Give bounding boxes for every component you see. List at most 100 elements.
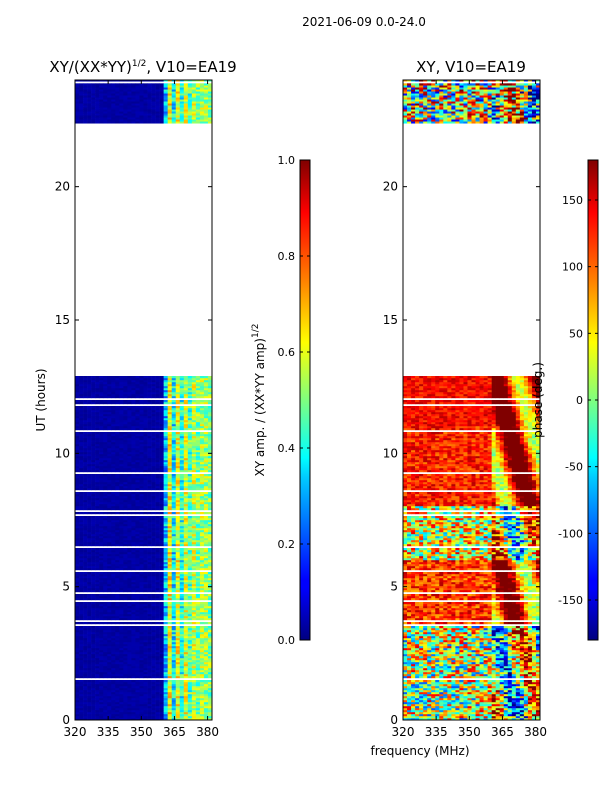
- heatmap-cell: [75, 416, 80, 419]
- heatmap-cell: [199, 636, 205, 639]
- heatmap-cell: [123, 496, 128, 499]
- heatmap-cell: [187, 526, 193, 529]
- heatmap-cell: [99, 506, 104, 509]
- heatmap-cell: [123, 640, 128, 643]
- heatmap-cell: [199, 690, 205, 693]
- heatmap-cell: [199, 566, 205, 569]
- heatmap-cell: [179, 582, 185, 585]
- heatmap-cell: [139, 682, 144, 685]
- heatmap-cell: [199, 682, 205, 685]
- heatmap-cell: [123, 516, 128, 519]
- heatmap-cell: [139, 660, 144, 663]
- heatmap-cell: [91, 512, 96, 515]
- heatmap-cell: [183, 400, 189, 403]
- heatmap-cell: [139, 466, 144, 469]
- heatmap-cell: [167, 522, 173, 525]
- heatmap-cell: [191, 644, 197, 647]
- heatmap-cell: [87, 438, 92, 441]
- heatmap-cell: [195, 602, 201, 605]
- heatmap-cell: [135, 562, 140, 565]
- heatmap-cell: [75, 504, 80, 507]
- heatmap-cell: [163, 542, 168, 545]
- heatmap-cell: [191, 614, 197, 617]
- heatmap-cell: [115, 540, 120, 543]
- heatmap-cell: [151, 550, 156, 553]
- heatmap-cell: [191, 406, 197, 409]
- heatmap-cell: [163, 686, 168, 689]
- heatmap-cell: [175, 588, 181, 591]
- heatmap-cell: [99, 716, 104, 719]
- heatmap-cell: [155, 558, 160, 561]
- heatmap-cell: [199, 468, 205, 471]
- heatmap-cell: [175, 536, 181, 539]
- heatmap-cell: [195, 476, 201, 479]
- heatmap-cell: [83, 630, 88, 633]
- heatmap-cell: [103, 470, 108, 473]
- heatmap-cell: [171, 696, 177, 699]
- heatmap-cell: [187, 454, 193, 457]
- heatmap-cell: [191, 648, 197, 651]
- heatmap-cell: [203, 612, 209, 615]
- heatmap-cell: [167, 712, 173, 715]
- heatmap-cell: [171, 512, 177, 515]
- heatmap-cell: [155, 434, 160, 437]
- heatmap-cell: [75, 660, 80, 663]
- heatmap-cell: [127, 506, 132, 509]
- heatmap-cell: [111, 658, 116, 661]
- heatmap-cell: [203, 578, 209, 581]
- heatmap-cell: [199, 422, 205, 425]
- heatmap-cell: [155, 432, 160, 435]
- heatmap-cell: [167, 612, 173, 615]
- heatmap-cell: [95, 550, 100, 553]
- heatmap-cell: [83, 484, 88, 487]
- heatmap-cell: [87, 444, 92, 447]
- heatmap-cell: [147, 408, 152, 411]
- heatmap-cell: [195, 616, 201, 619]
- heatmap-cell: [87, 610, 92, 613]
- heatmap-cell: [195, 674, 201, 677]
- heatmap-cell: [119, 650, 124, 653]
- heatmap-cell: [143, 636, 148, 639]
- heatmap-cell: [171, 576, 177, 579]
- heatmap-cell: [151, 590, 156, 593]
- heatmap-cell: [203, 432, 209, 435]
- heatmap-cell: [115, 442, 120, 445]
- heatmap-cell: [127, 498, 132, 501]
- heatmap-cell: [167, 462, 173, 465]
- heatmap-cell: [103, 654, 108, 657]
- heatmap-cell: [103, 402, 108, 405]
- heatmap-cell: [135, 482, 140, 485]
- heatmap-cell: [191, 690, 197, 693]
- heatmap-cell: [195, 410, 201, 413]
- heatmap-cell: [203, 690, 209, 693]
- heatmap-cell: [91, 656, 96, 659]
- heatmap-cell: [159, 596, 164, 599]
- heatmap-cell: [75, 626, 80, 629]
- heatmap-cell: [147, 614, 152, 617]
- heatmap-cell: [167, 558, 173, 561]
- heatmap-cell: [83, 684, 88, 687]
- heatmap-cell: [199, 544, 205, 547]
- heatmap-cell: [123, 566, 128, 569]
- heatmap-cell: [179, 530, 185, 533]
- heatmap-cell: [167, 412, 173, 415]
- heatmap-cell: [167, 480, 173, 483]
- heatmap-cell: [147, 656, 152, 659]
- heatmap-cell: [167, 672, 173, 675]
- heatmap-cell: [143, 498, 148, 501]
- heatmap-cell: [131, 682, 136, 685]
- heatmap-cell: [187, 636, 193, 639]
- heatmap-cell: [183, 450, 189, 453]
- heatmap-cell: [179, 416, 185, 419]
- heatmap-cell: [143, 516, 148, 519]
- heatmap-cell: [119, 476, 124, 479]
- heatmap-cell: [183, 480, 189, 483]
- heatmap-cell: [103, 576, 108, 579]
- heatmap-cell: [171, 454, 177, 457]
- heatmap-cell: [99, 538, 104, 541]
- heatmap-cell: [87, 556, 92, 559]
- heatmap-cell: [115, 564, 120, 567]
- heatmap-cell: [199, 688, 205, 691]
- heatmap-cell: [159, 504, 164, 507]
- heatmap-cell: [163, 632, 168, 635]
